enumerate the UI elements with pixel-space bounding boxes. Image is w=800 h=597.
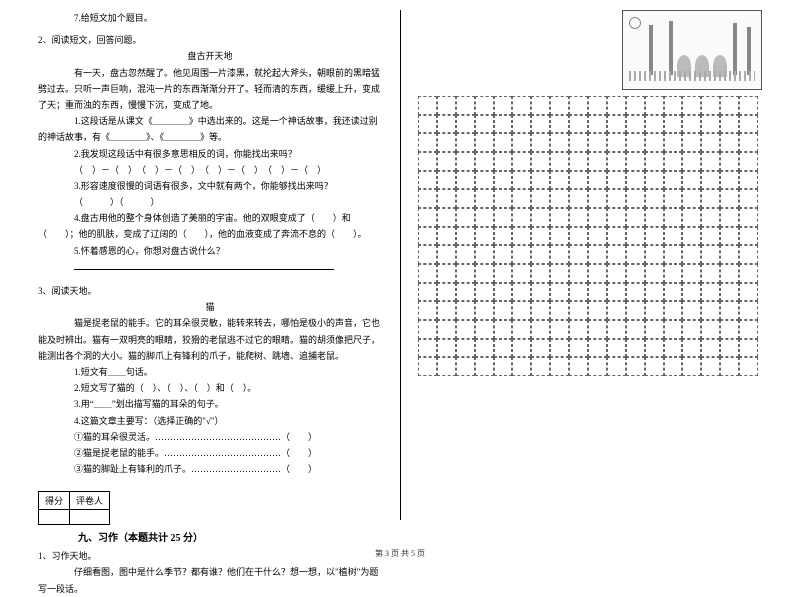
sun-icon bbox=[629, 17, 641, 29]
passage-cat: 猫是捉老鼠的能手。它的耳朵很灵敏，能转来转去，哪怕是极小的声音，它也能及时辨出。… bbox=[38, 315, 382, 364]
title-pangu: 盘古开天地 bbox=[38, 48, 382, 64]
score-header-2: 评卷人 bbox=[70, 492, 110, 510]
column-divider bbox=[400, 10, 401, 520]
xizuo-body: 仔细看图，图中是什么季节？都有谁？他们在干什么？想一想，以"植树"为题写一段话。 bbox=[38, 564, 382, 596]
blank-answer-line bbox=[38, 259, 382, 275]
title-cat: 猫 bbox=[38, 299, 382, 315]
tree-icon bbox=[649, 25, 653, 75]
sec3-intro: 3、阅读天地。 bbox=[38, 283, 382, 299]
q3-4b: ②猫是捉老鼠的能手。…………………………………（ ） bbox=[38, 445, 382, 461]
writing-grid bbox=[418, 96, 758, 376]
q2-2b: （ ）－（ ） （ ）－（ ） （ ）－（ ） （ ）－（ ） bbox=[38, 162, 382, 178]
q3-4: 4.这篇文章主要写：（选择正确的"√"） bbox=[38, 413, 382, 429]
tree-icon bbox=[733, 23, 737, 75]
score-header-1: 得分 bbox=[39, 492, 70, 510]
page-footer: 第 3 页 共 5 页 bbox=[0, 548, 800, 559]
tree-icon bbox=[747, 27, 751, 75]
q3-4c: ③猫的脚趾上有锋利的爪子。…………………………（ ） bbox=[38, 461, 382, 477]
q2-4: 4.盘古用他的整个身体创造了美丽的宇宙。他的双眼变成了（ ）和（ ）；他的肌肤，… bbox=[38, 210, 382, 242]
q3-4a: ①猫的耳朵很灵活。……………………………………（ ） bbox=[38, 429, 382, 445]
q2-5: 5.怀着感恩的心，你想对盘古说什么？ bbox=[38, 243, 382, 259]
sec2-intro: 2、阅读短文，回答问题。 bbox=[38, 32, 382, 48]
q7: 7.给短文加个题目。 bbox=[38, 10, 382, 26]
q3-1: 1.短文有＿＿句话。 bbox=[38, 364, 382, 380]
passage-pangu: 有一天，盘古忽然醒了。他见周围一片漆黑，就抡起大斧头，朝眼前的黑暗猛劈过去。只听… bbox=[38, 65, 382, 114]
planting-illustration bbox=[622, 10, 762, 90]
q2-3b: （ ）（ ） bbox=[38, 194, 382, 210]
section-9-title: 九、习作（本题共计 25 分） bbox=[78, 529, 382, 544]
q3-3: 3.用“＿＿”划出描写猫的耳朵的句子。 bbox=[38, 396, 382, 412]
score-cell-1 bbox=[39, 510, 70, 525]
left-column: 7.给短文加个题目。 2、阅读短文，回答问题。 盘古开天地 有一天，盘古忽然醒了… bbox=[0, 0, 400, 530]
score-table: 得分 评卷人 bbox=[38, 491, 110, 525]
ground-icon bbox=[629, 71, 755, 81]
tree-icon bbox=[669, 21, 673, 75]
q3-2: 2.短文写了猫的（ ）、（ ）、（ ）和（ ）。 bbox=[38, 380, 382, 396]
q2-2: 2.我发现这段话中有很多意思相反的词，你能找出来吗？ bbox=[38, 146, 382, 162]
score-cell-2 bbox=[70, 510, 110, 525]
right-column bbox=[400, 0, 800, 530]
q2-3: 3.形容速度很慢的词语有很多，文中就有两个，你能够找出来吗？ bbox=[38, 178, 382, 194]
q2-1: 1.这段话是从课文《＿＿＿＿》中选出来的。这是一个神话故事，我还读过别的神话故事… bbox=[38, 113, 382, 145]
